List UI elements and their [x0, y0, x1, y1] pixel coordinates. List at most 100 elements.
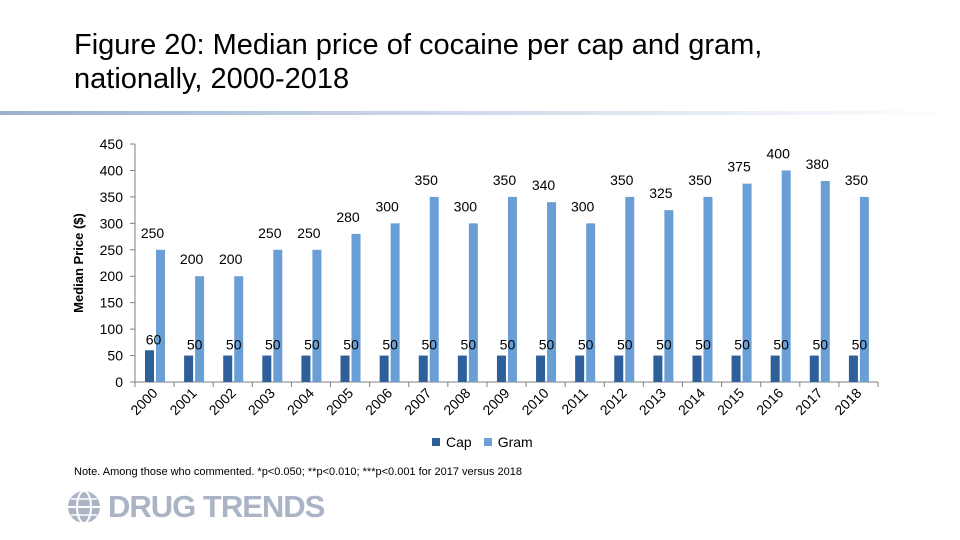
gram-bar: [156, 249, 165, 382]
x-tick-label: 2005: [323, 385, 356, 418]
gram-bar: [273, 249, 283, 382]
gram-data-label: 340: [532, 177, 556, 193]
y-tick-label: 200: [100, 268, 124, 284]
cap-data-label: 50: [382, 337, 398, 353]
cap-bar: [809, 355, 819, 382]
gram-bar: [468, 223, 478, 382]
y-tick-label: 300: [100, 215, 124, 231]
gram-data-label: 350: [688, 172, 712, 188]
cap-data-label: 50: [734, 337, 750, 353]
gram-bar: [625, 196, 635, 382]
y-axis-title: Median Price ($): [71, 213, 86, 313]
cap-bar: [614, 355, 624, 382]
x-tick-label: 2008: [440, 385, 473, 418]
gram-bar: [429, 196, 439, 382]
cap-data-label: 50: [539, 337, 555, 353]
cap-data-label: 50: [773, 337, 789, 353]
cap-data-label: 50: [852, 337, 868, 353]
x-tick-label: 2013: [636, 385, 669, 418]
cap-bar: [262, 355, 272, 382]
cap-data-label: 50: [695, 337, 711, 353]
y-tick-label: 250: [100, 242, 124, 258]
y-tick-label: 0: [115, 374, 123, 390]
gram-data-label: 325: [649, 185, 673, 201]
cap-data-label: 50: [343, 337, 359, 353]
gram-bar: [195, 276, 205, 382]
gram-data-label: 300: [571, 198, 595, 214]
cap-data-label: 50: [813, 337, 829, 353]
cap-bar: [575, 355, 585, 382]
gram-bar: [312, 249, 322, 382]
cap-data-label: 50: [578, 337, 594, 353]
cap-bar: [184, 355, 194, 382]
title-divider: [0, 111, 960, 115]
x-tick-label: 2006: [362, 385, 395, 418]
cap-data-label: 50: [265, 337, 281, 353]
cap-bar: [457, 355, 467, 382]
gram-data-label: 350: [610, 172, 634, 188]
gram-data-label: 250: [141, 225, 165, 241]
x-tick-label: 2012: [597, 385, 630, 418]
gram-data-label: 400: [767, 145, 791, 161]
cap-bar: [731, 355, 741, 382]
cap-bar: [340, 355, 350, 382]
logo-wordmark: DRUG TRENDS: [108, 489, 325, 524]
x-tick-label: 2017: [792, 385, 825, 418]
cap-data-label: 50: [656, 337, 672, 353]
y-tick-label: 150: [100, 295, 124, 311]
y-tick-label: 50: [107, 348, 123, 364]
gram-bar: [742, 183, 752, 382]
drug-trends-logo: DRUG TRENDS: [66, 489, 325, 524]
gram-data-label: 375: [727, 159, 751, 175]
footnote: Note. Among those who commented. *p<0.05…: [74, 466, 522, 478]
x-tick-label: 2015: [714, 385, 747, 418]
cap-bar: [536, 355, 546, 382]
cap-data-label: 50: [617, 337, 633, 353]
cap-data-label: 60: [146, 331, 162, 347]
x-tick-label: 2001: [166, 385, 199, 418]
cap-data-label: 50: [304, 337, 320, 353]
gram-bar: [703, 196, 713, 382]
gram-bar: [781, 170, 791, 382]
legend-label-gram: Gram: [497, 434, 533, 450]
legend: Cap Gram: [432, 434, 533, 450]
cap-bar: [496, 355, 506, 382]
y-tick-label: 100: [100, 321, 124, 337]
gram-data-label: 380: [806, 156, 830, 172]
gram-bar: [390, 223, 400, 382]
gram-bar: [586, 223, 596, 382]
x-tick-label: 2011: [558, 385, 591, 418]
gram-data-label: 350: [493, 172, 517, 188]
x-tick-label: 2016: [753, 385, 786, 418]
gram-data-label: 350: [415, 172, 439, 188]
gram-bar: [859, 196, 869, 382]
gram-bar: [234, 276, 244, 382]
cap-bar: [301, 355, 311, 382]
gram-bar: [507, 196, 517, 382]
gram-data-label: 250: [258, 225, 282, 241]
x-tick-label: 2002: [206, 385, 239, 418]
gram-data-label: 280: [336, 209, 360, 225]
cap-bar: [145, 350, 154, 382]
globe-icon: [68, 490, 100, 524]
x-tick-label: 2009: [479, 385, 512, 418]
gram-bar: [664, 210, 674, 382]
legend-label-cap: Cap: [446, 434, 472, 450]
y-tick-label: 350: [100, 189, 124, 205]
cap-bar: [770, 355, 780, 382]
cap-data-label: 50: [500, 337, 516, 353]
x-tick-label: 2000: [127, 385, 160, 418]
x-tick-label: 2003: [245, 385, 278, 418]
cap-bar: [653, 355, 663, 382]
gram-data-label: 350: [845, 172, 869, 188]
y-tick-label: 450: [100, 136, 124, 152]
gram-bar: [547, 202, 557, 382]
cap-data-label: 50: [421, 337, 437, 353]
gram-bar: [351, 233, 361, 382]
x-tick-label: 2018: [831, 385, 864, 418]
x-tick-label: 2014: [675, 385, 708, 418]
x-tick-label: 2004: [284, 385, 317, 418]
gram-data-label: 250: [297, 225, 321, 241]
cap-bar: [692, 355, 702, 382]
